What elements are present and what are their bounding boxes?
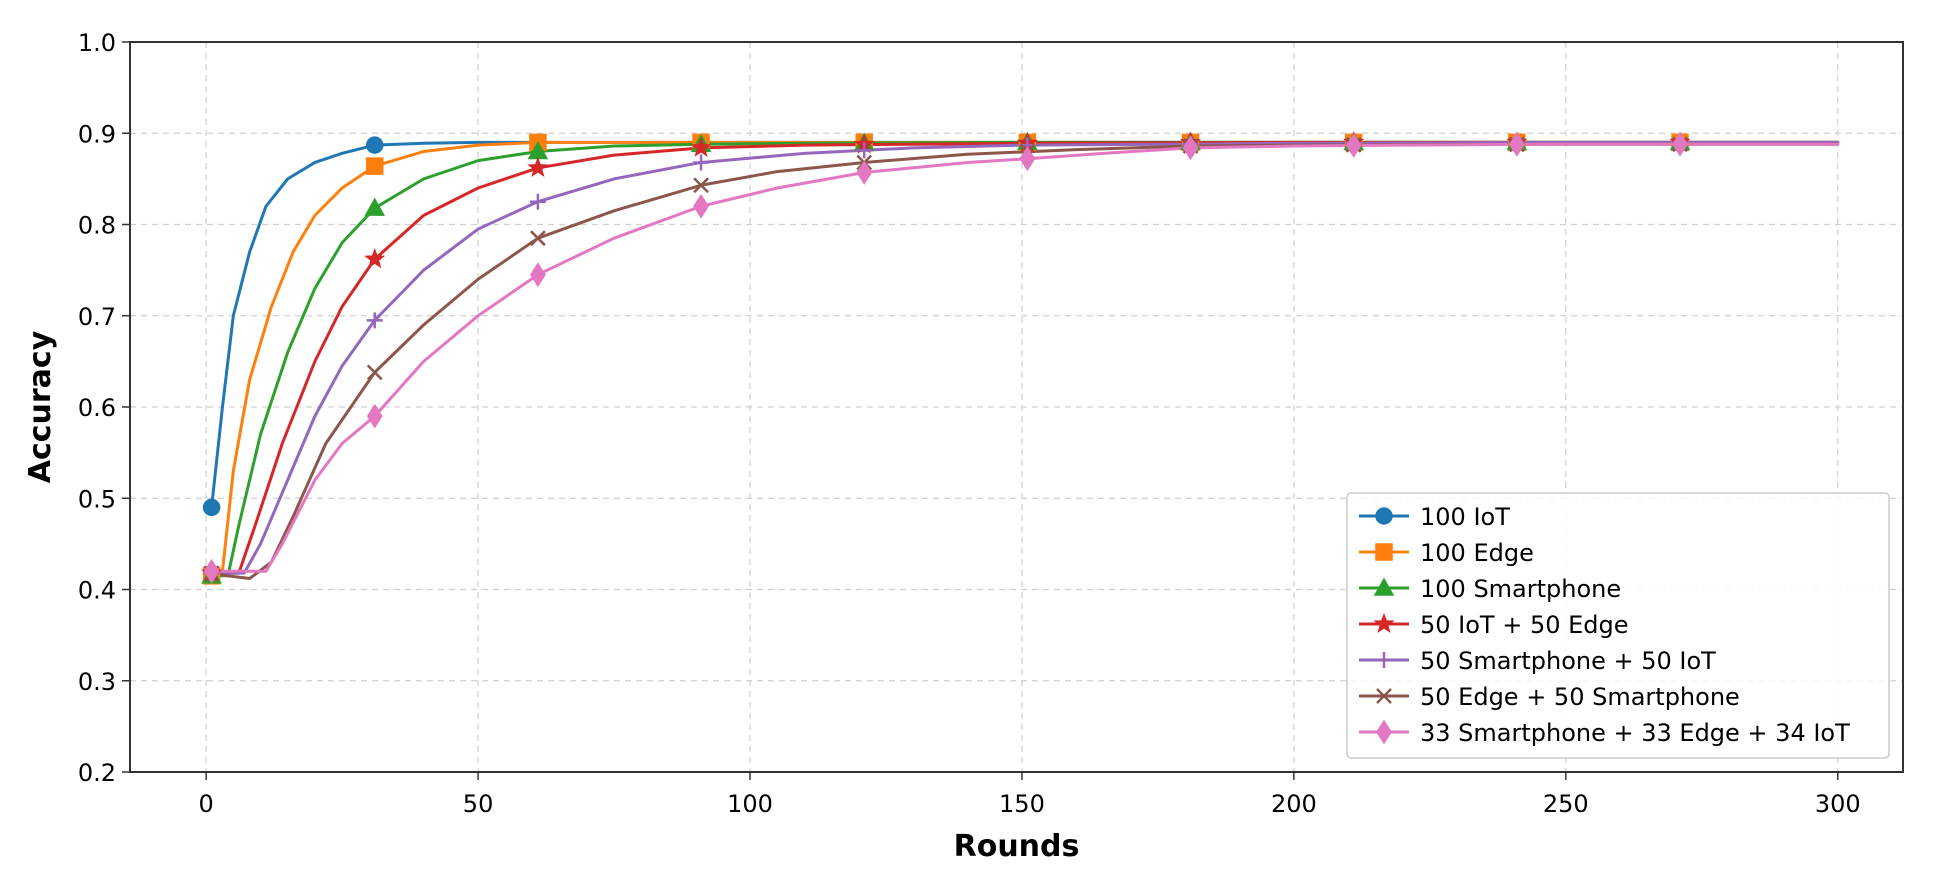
- y-tick-label: 0.4: [78, 577, 116, 605]
- series-marker-33-smartphone-33-edge-34-iot: [693, 193, 709, 219]
- legend-label-50-edge-50-smartphone: 50 Edge + 50 Smartphone: [1420, 683, 1740, 711]
- legend-label-100-edge: 100 Edge: [1420, 539, 1534, 567]
- legend-marker-50-edge-50-smartphone: [1376, 688, 1392, 704]
- series-marker-33-smartphone-33-edge-34-iot: [203, 558, 220, 584]
- y-tick-label: 1.0: [78, 29, 116, 57]
- x-tick-label: 250: [1543, 790, 1589, 818]
- axis-ticks: 0 50 100 150 200 250 300 0.2 0.3 0.4 0.5 0.6 0.7 0.8 0…: [78, 29, 1861, 818]
- series-marker-100-iot: [202, 498, 221, 517]
- series-marker-50-smartphone-50-iot: [693, 154, 710, 171]
- legend-marker-50-smartphone-50-iot: [1376, 652, 1392, 668]
- series-marker-33-smartphone-33-edge-34-iot: [1672, 131, 1688, 157]
- x-tick-label: 200: [1271, 790, 1317, 818]
- series-marker-50-iot-50-edge: [364, 248, 386, 269]
- x-axis-title: Rounds: [954, 829, 1080, 864]
- series-marker-50-smartphone-50-iot: [366, 312, 383, 329]
- series-marker-33-smartphone-33-edge-34-iot: [856, 160, 873, 185]
- legend-marker-50-iot-50-edge: [1373, 612, 1395, 634]
- y-tick-label: 0.3: [78, 668, 116, 696]
- legend-marker-33-smartphone-33-edge-34-iot: [1376, 719, 1392, 745]
- series-marker-100-edge: [365, 157, 384, 175]
- legend-label-50-smartphone-50-iot: 50 Smartphone + 50 IoT: [1420, 647, 1716, 675]
- y-tick-label: 0.6: [78, 394, 116, 422]
- series-marker-100-iot: [365, 136, 384, 154]
- series-marker-50-smartphone-50-iot: [856, 142, 873, 159]
- series-marker-33-smartphone-33-edge-34-iot: [1182, 135, 1199, 161]
- legend-label-50-iot-50-edge: 50 IoT + 50 Edge: [1420, 611, 1629, 639]
- x-tick-label: 50: [463, 790, 494, 818]
- series-marker-33-smartphone-33-edge-34-iot: [1508, 132, 1525, 157]
- legend: 100 IoT 100 Edge 100 Smartphone 50 IoT + 50…: [1346, 492, 1890, 759]
- series-marker-50-smartphone-50-iot: [529, 193, 546, 210]
- series-line-33-smartphone-33-edge-34-iot: [210, 142, 1840, 573]
- series-marker-50-edge-50-smartphone: [693, 177, 709, 194]
- series-line-100-iot: [210, 140, 1840, 509]
- y-tick-label: 0.8: [78, 212, 116, 240]
- series-marker-33-smartphone-33-edge-34-iot: [530, 262, 546, 288]
- y-tick-label: 0.7: [78, 303, 116, 331]
- legend-marker-100-edge: [1375, 543, 1393, 561]
- x-tick-label: 100: [727, 790, 773, 818]
- series-marker-33-smartphone-33-edge-34-iot: [1019, 146, 1036, 172]
- y-tick-label: 0.9: [78, 120, 116, 148]
- legend-marker-100-iot: [1375, 507, 1393, 525]
- y-tick-label: 0.2: [78, 759, 116, 787]
- legend-marker-100-smartphone: [1373, 577, 1395, 596]
- x-tick-label: 150: [999, 790, 1045, 818]
- series-marker-50-iot-50-edge: [527, 156, 549, 177]
- series-line-50-iot-50-edge: [210, 140, 1840, 575]
- series-markers: [200, 131, 1691, 585]
- x-tick-label: 300: [1815, 790, 1861, 818]
- legend-label-33-smartphone-33-edge-34-iot: 33 Smartphone + 33 Edge + 34 IoT: [1420, 719, 1850, 747]
- series-marker-50-edge-50-smartphone: [366, 364, 383, 381]
- legend-label-100-smartphone: 100 Smartphone: [1420, 575, 1621, 603]
- x-tick-label: 0: [199, 790, 214, 818]
- series-marker-50-edge-50-smartphone: [530, 230, 546, 247]
- y-tick-label: 0.5: [78, 485, 116, 513]
- series-marker-100-smartphone: [364, 197, 386, 216]
- series-marker-50-iot-50-edge: [690, 136, 712, 157]
- series-marker-33-smartphone-33-edge-34-iot: [366, 403, 383, 429]
- series-marker-33-smartphone-33-edge-34-iot: [1345, 133, 1362, 158]
- legend-label-100-iot: 100 IoT: [1420, 503, 1510, 531]
- y-axis-title: Accuracy: [23, 330, 58, 483]
- legend-box: [1346, 492, 1890, 759]
